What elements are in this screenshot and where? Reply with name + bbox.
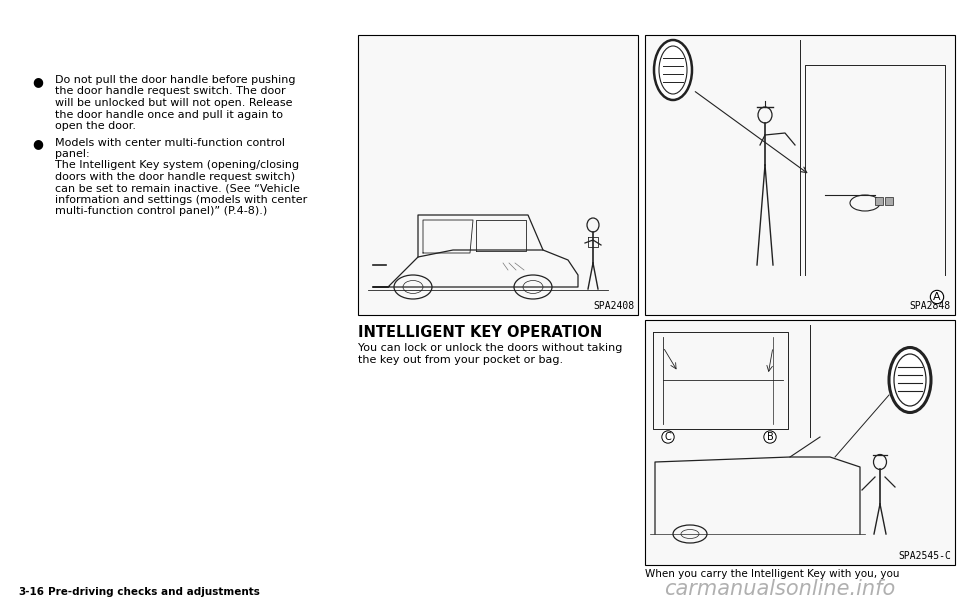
Bar: [645, 35, 955, 315]
Text: SPA2408: SPA2408: [593, 301, 634, 311]
Text: can be set to remain inactive. (See “Vehicle: can be set to remain inactive. (See “Veh…: [55, 183, 300, 194]
Bar: [875, 197, 883, 205]
Text: B: B: [767, 432, 774, 442]
Text: ●: ●: [32, 75, 43, 88]
Text: panel:: panel:: [55, 149, 89, 159]
Bar: [885, 197, 893, 205]
Text: INTELLIGENT KEY OPERATION: INTELLIGENT KEY OPERATION: [358, 325, 602, 340]
Text: You can lock or unlock the doors without taking: You can lock or unlock the doors without…: [358, 343, 622, 353]
Ellipse shape: [654, 40, 692, 100]
Bar: [645, 320, 955, 565]
Text: Models with center multi-function control: Models with center multi-function contro…: [55, 137, 285, 147]
Text: the door handle request switch. The door: the door handle request switch. The door: [55, 87, 286, 97]
Text: SPA2848: SPA2848: [910, 301, 951, 311]
Text: 3-16: 3-16: [18, 587, 44, 597]
Text: the key out from your pocket or bag.: the key out from your pocket or bag.: [358, 355, 564, 365]
Text: the door handle once and pull it again to: the door handle once and pull it again t…: [55, 109, 283, 120]
Text: doors with the door handle request switch): doors with the door handle request switc…: [55, 172, 295, 182]
Text: ●: ●: [32, 137, 43, 150]
Ellipse shape: [889, 348, 931, 412]
Text: C: C: [664, 432, 671, 442]
Text: carmanualsonline.info: carmanualsonline.info: [664, 579, 896, 599]
Text: open the door.: open the door.: [55, 121, 136, 131]
Bar: [358, 35, 638, 315]
Text: Do not pull the door handle before pushing: Do not pull the door handle before pushi…: [55, 75, 296, 85]
Text: The Intelligent Key system (opening/closing: The Intelligent Key system (opening/clos…: [55, 161, 300, 170]
Text: information and settings (models with center: information and settings (models with ce…: [55, 195, 307, 205]
Text: multi-function control panel)” (P.4-8).): multi-function control panel)” (P.4-8).): [55, 207, 267, 216]
Text: When you carry the Intelligent Key with you, you: When you carry the Intelligent Key with …: [645, 569, 900, 579]
Text: Pre-driving checks and adjustments: Pre-driving checks and adjustments: [48, 587, 260, 597]
Text: SPA2545-C: SPA2545-C: [899, 551, 951, 561]
Text: will be unlocked but will not open. Release: will be unlocked but will not open. Rele…: [55, 98, 293, 108]
Text: A: A: [933, 292, 941, 302]
